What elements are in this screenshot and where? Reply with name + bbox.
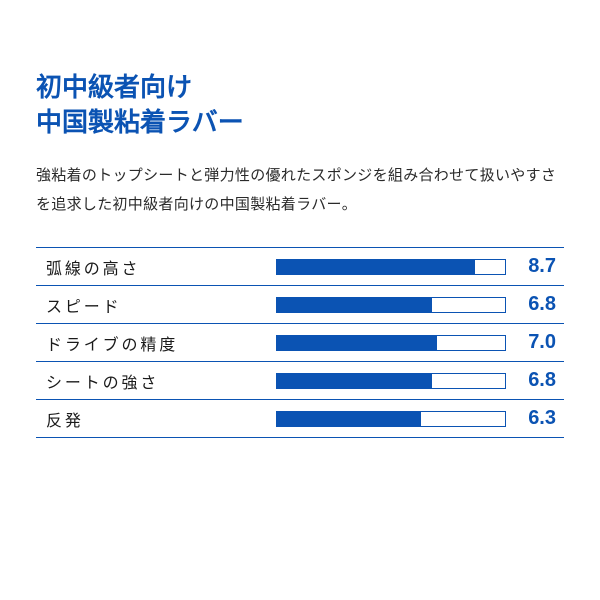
stat-label: 反発 (46, 407, 276, 431)
stat-bar-fill (277, 336, 437, 350)
stat-value: 6.8 (506, 293, 558, 316)
stat-label: ドライブの精度 (46, 331, 276, 355)
title-line-2: 中国製粘着ラバー (36, 107, 244, 137)
stat-bar-fill (277, 260, 475, 274)
stat-label: スピード (46, 293, 276, 317)
panel-description: 強粘着のトップシートと弾力性の優れたスポンジを組み合わせて扱いやすさを追求した初… (36, 162, 564, 219)
stat-row: 反発 6.3 (36, 400, 564, 438)
stats-table: 弧線の高さ 8.7 スピード 6.8 ドライブの精度 7.0 シートの強さ 6.8 反発 6.3 (36, 247, 564, 438)
stat-bar (276, 297, 506, 313)
product-spec-panel: 初中級者向け 中国製粘着ラバー 強粘着のトップシートと弾力性の優れたスポンジを組… (0, 0, 600, 438)
stat-row: 弧線の高さ 8.7 (36, 248, 564, 286)
stat-bar-fill (277, 298, 432, 312)
stat-row: シートの強さ 6.8 (36, 362, 564, 400)
stat-value: 6.3 (506, 407, 558, 430)
stat-row: ドライブの精度 7.0 (36, 324, 564, 362)
stat-bar (276, 259, 506, 275)
stat-bar (276, 411, 506, 427)
stat-label: シートの強さ (46, 369, 276, 393)
panel-title: 初中級者向け 中国製粘着ラバー (36, 70, 564, 140)
stat-bar-fill (277, 412, 421, 426)
stat-value: 8.7 (506, 255, 558, 278)
stat-bar-fill (277, 374, 432, 388)
stat-bar (276, 373, 506, 389)
stat-label: 弧線の高さ (46, 255, 276, 279)
stat-value: 6.8 (506, 369, 558, 392)
stat-row: スピード 6.8 (36, 286, 564, 324)
title-line-1: 初中級者向け (36, 72, 192, 102)
stat-bar (276, 335, 506, 351)
stat-value: 7.0 (506, 331, 558, 354)
